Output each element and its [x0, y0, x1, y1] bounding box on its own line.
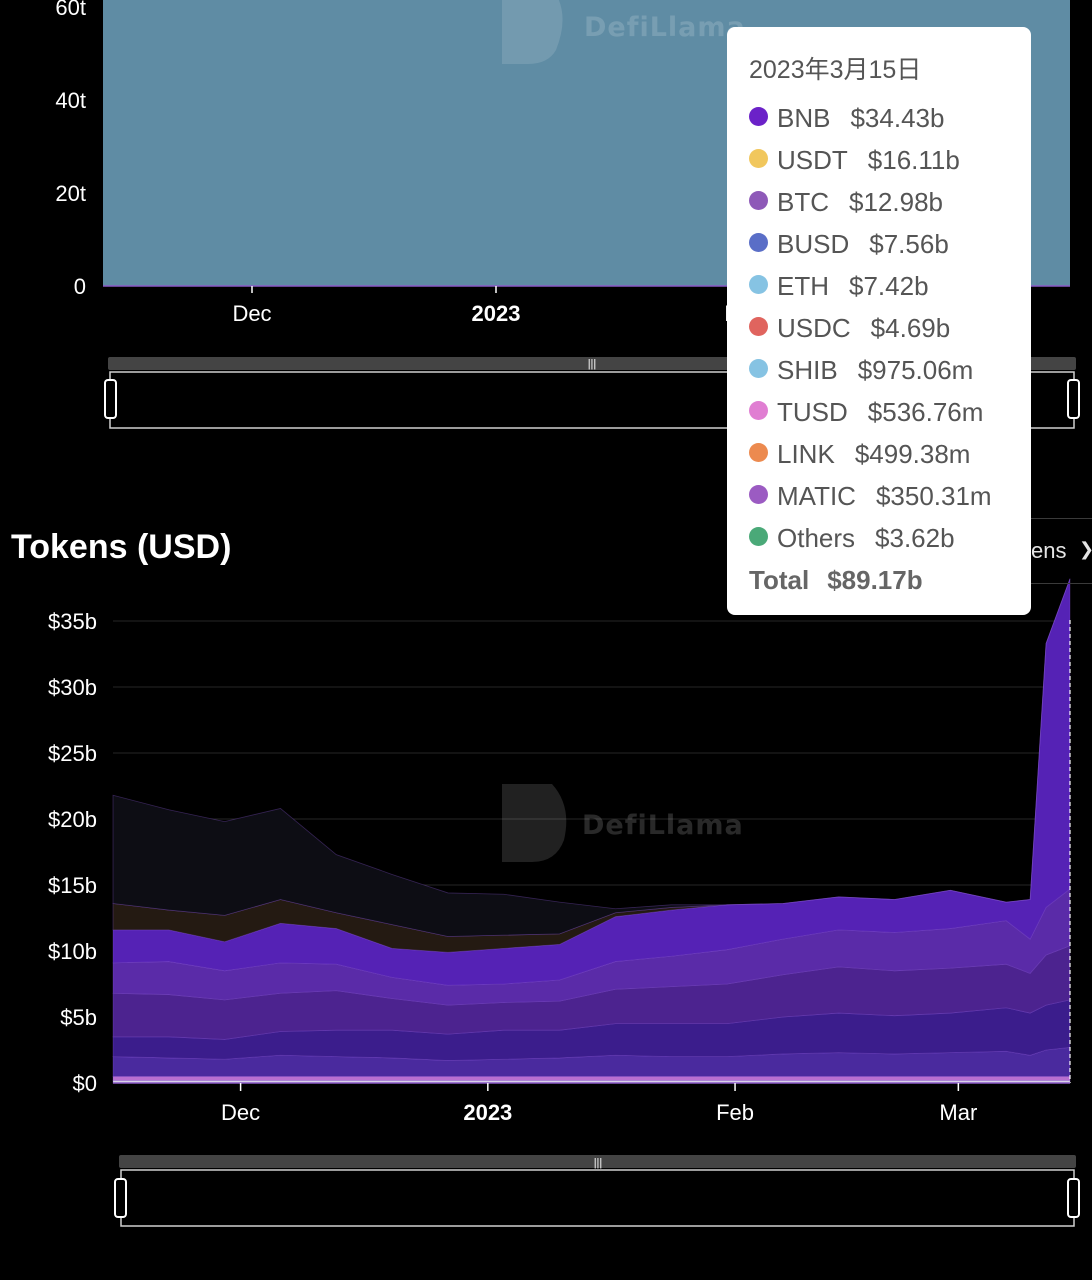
chart-tooltip: 2023年3月15日 BNB $34.43b USDT $16.11b BTC $12.9…	[727, 27, 1031, 615]
y-tick-label: $15b	[48, 873, 97, 898]
tooltip-item-name: MATIC	[777, 481, 856, 511]
y-tick-label: $10b	[48, 939, 97, 964]
tooltip-item-value: $16.11b	[867, 145, 960, 175]
tooltip-items: BNB $34.43b USDT $16.11b BTC $12.98b BUSD $7.56…	[749, 97, 1031, 559]
x-tick-label: 2023	[463, 1100, 512, 1125]
y-tick-label: $25b	[48, 741, 97, 766]
tooltip-item-value: $536.76m	[867, 397, 984, 427]
y-tick-label: $20b	[48, 807, 97, 832]
tooltip-item-usdt: USDT $16.11b	[749, 139, 1031, 181]
tooltip-item-value: $4.69b	[870, 313, 951, 343]
x-tick-label: 2023	[472, 301, 521, 326]
llama-logo-icon	[502, 784, 567, 862]
tokens-usd-title: Tokens (USD)	[11, 528, 232, 566]
tokens-x-axis: Dec 2023 Feb Mar	[113, 1082, 1070, 1125]
watermark-text: DefiLlama	[584, 12, 746, 43]
tokens-slider-left-handle[interactable]	[114, 1178, 127, 1218]
tooltip-date: 2023年3月15日	[749, 56, 922, 84]
tokens-range-slider[interactable]: |||	[114, 1155, 1080, 1227]
tooltip-item-link: LINK $499.38m	[749, 433, 1031, 475]
tooltip-total-label: Total	[749, 565, 810, 595]
tooltip-item-busd: BUSD $7.56b	[749, 223, 1031, 265]
top-watermark: DefiLlama	[502, 0, 746, 64]
tokens-slider-track[interactable]	[119, 1155, 1076, 1168]
dropdown-label: ens	[1031, 538, 1067, 563]
y-tick-label: $5b	[60, 1005, 97, 1030]
tokens-slider-grip-icon[interactable]: |||	[594, 1157, 603, 1169]
y-tick-label: 40t	[55, 88, 86, 113]
tooltip-item-name: USDC	[777, 313, 851, 343]
series-area-matic	[112, 1076, 1071, 1081]
y-tick-label: 0	[74, 274, 86, 299]
chevron-down-icon: ❯	[1079, 539, 1092, 560]
tooltip-item-value: $499.38m	[854, 439, 971, 469]
tooltip-item-name: TUSD	[777, 397, 848, 427]
tooltip-item-shib: SHIB $975.06m	[749, 349, 1031, 391]
tooltip-total-value: $89.17b	[827, 565, 923, 595]
top-slider-left-handle[interactable]	[104, 379, 117, 419]
series-area-usdc	[112, 578, 1071, 953]
tooltip-item-bnb: BNB $34.43b	[749, 97, 1031, 139]
top-slider-right-handle[interactable]	[1067, 379, 1080, 419]
legend-dot-icon	[749, 442, 768, 462]
tooltip-item-others: Others $3.62b	[749, 517, 1031, 559]
y-tick-label: $0	[73, 1071, 97, 1096]
legend-dot-icon	[749, 274, 768, 294]
y-tick-label: 60t	[55, 0, 86, 20]
bottom-watermark: DefiLlama	[502, 784, 744, 862]
y-tick-label: $35b	[48, 609, 97, 634]
tooltip-item-tusd: TUSD $536.76m	[749, 391, 1031, 433]
legend-dot-icon	[749, 148, 768, 168]
top-slider-grip-icon[interactable]: |||	[588, 358, 597, 370]
x-tick-label: Dec	[221, 1100, 260, 1125]
tokens-chart-areas	[112, 578, 1071, 1084]
tooltip-item-value: $12.98b	[849, 187, 943, 217]
tooltip-item-usdc: USDC $4.69b	[749, 307, 1031, 349]
tooltip-item-name: LINK	[777, 439, 835, 469]
legend-dot-icon	[749, 232, 768, 252]
legend-dot-icon	[749, 190, 768, 210]
tooltip-item-name: SHIB	[777, 355, 838, 385]
tooltip-item-name: BTC	[777, 187, 829, 217]
tooltip-item-value: $975.06m	[857, 355, 974, 385]
tokens-y-axis: $0 $5b $10b $15b $20b $25b $30b $35b	[48, 609, 97, 1096]
tooltip-item-name: ETH	[777, 271, 829, 301]
legend-dot-icon	[749, 400, 768, 420]
legend-dot-icon	[749, 484, 768, 504]
tooltip-item-btc: BTC $12.98b	[749, 181, 1031, 223]
tooltip-item-value: $7.56b	[869, 229, 949, 259]
llama-logo-icon	[502, 0, 563, 64]
y-tick-label: 20t	[55, 181, 86, 206]
legend-dot-icon	[749, 358, 768, 378]
tooltip-item-name: Others	[777, 523, 856, 553]
tooltip-item-value: $7.42b	[849, 271, 929, 301]
tokens-slider-right-handle[interactable]	[1067, 1178, 1080, 1218]
series-area-tusd	[112, 578, 1071, 937]
tooltip-item-matic: MATIC $350.31m	[749, 475, 1031, 517]
x-tick-label: Dec	[232, 301, 271, 326]
legend-dot-icon	[749, 106, 768, 126]
tooltip-total-row: Total $89.17b	[749, 559, 1031, 601]
x-tick-label: Feb	[716, 1100, 754, 1125]
tooltip-item-name: BUSD	[777, 229, 850, 259]
tokens-slider-window[interactable]	[120, 1169, 1075, 1227]
tooltip-item-value: $350.31m	[875, 481, 992, 511]
tooltip-item-value: $3.62b	[875, 523, 955, 553]
token-view-dropdown[interactable]: ens ❯	[1008, 518, 1092, 584]
tooltip-item-name: BNB	[777, 103, 831, 133]
legend-dot-icon	[749, 316, 768, 336]
tooltip-item-eth: ETH $7.42b	[749, 265, 1031, 307]
x-tick-label: Mar	[939, 1100, 977, 1125]
tooltip-item-name: USDT	[777, 145, 848, 175]
y-tick-label: $30b	[48, 675, 97, 700]
watermark-text: DefiLlama	[582, 810, 744, 841]
legend-dot-icon	[749, 526, 768, 546]
tooltip-item-value: $34.43b	[850, 103, 945, 133]
